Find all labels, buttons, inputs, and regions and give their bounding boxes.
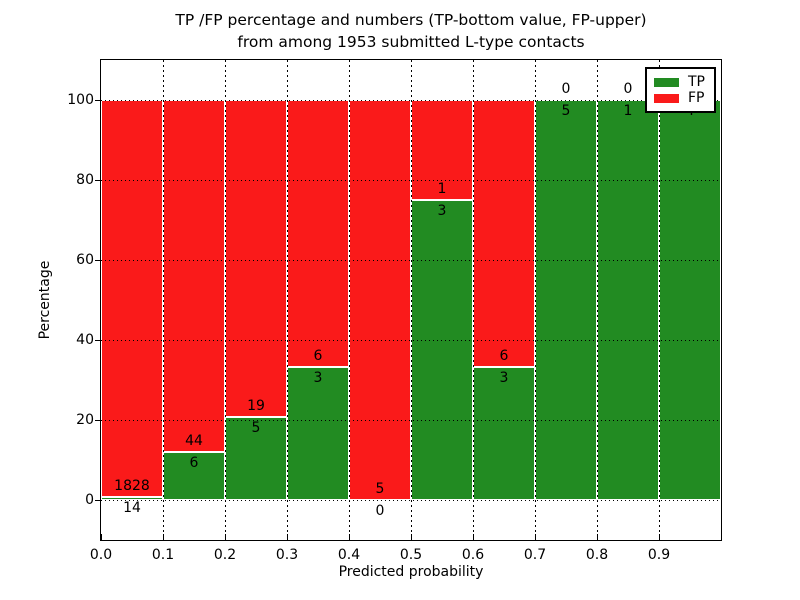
bar-tp-count-label: 3 [437,203,447,219]
legend-row-fp: FP [654,90,714,106]
y-tick [95,419,101,421]
legend-swatch-tp-icon [654,77,679,87]
x-tick [162,534,164,540]
x-tick-label: 0.2 [213,547,237,563]
y-tick-label: 80 [76,172,94,188]
v-gridline [286,60,288,540]
bar-tp-count-label: 6 [189,455,199,471]
legend-swatch-fp-icon [654,93,679,103]
x-tick-label: 0.3 [275,547,299,563]
x-tick-label: 0.0 [89,547,113,563]
bar-tp-count-label: 1 [623,103,633,119]
bar-fp-count-label: 19 [247,397,265,414]
x-tick [410,534,412,540]
y-tick [95,179,101,181]
chart-title-line1: TP /FP percentage and numbers (TP-bottom… [175,11,647,29]
bar-fp-count-label: 0 [623,81,633,97]
bar-fp-count-label: 0 [561,81,571,97]
x-tick [596,534,598,540]
v-gridline [162,60,164,540]
x-tick [472,534,474,540]
bar-tp-segment [535,100,597,500]
y-tick-label: 100 [67,92,94,108]
y-tick-label: 20 [76,412,94,428]
x-tick-label: 0.7 [523,547,547,563]
v-gridline [348,60,350,540]
x-tick-label: 0.5 [399,547,423,563]
bar-tp-count-label: 3 [499,369,509,386]
x-tick [658,534,660,540]
bar-tp-segment [411,200,473,500]
y-tick [95,339,101,341]
x-axis-title: Predicted probability [338,564,484,580]
bar-fp-segment [101,100,163,497]
plot-area [100,59,722,541]
x-tick [286,534,288,540]
v-gridline [410,60,412,540]
y-tick-label: 40 [76,332,94,348]
legend-label-tp: TP [688,74,705,90]
chart-title: TP /FP percentage and numbers (TP-bottom… [11,9,800,53]
bar-fp-count-label: 6 [499,347,509,364]
x-tick [100,534,102,540]
bar-tp-segment [225,416,287,500]
bar-fp-segment [287,100,349,367]
x-tick-label: 0.1 [151,547,175,563]
bar-tp-count-label: 5 [561,103,571,119]
y-tick [95,99,101,101]
bar-fp-count-label: 44 [185,433,203,449]
x-tick-label: 0.4 [337,547,361,563]
y-tick [95,499,101,501]
v-gridline [596,60,598,540]
x-tick-label: 0.8 [585,547,609,563]
bar-tp-segment [597,100,659,500]
bar-tp-segment [473,366,535,500]
v-gridline [472,60,474,540]
bar-tp-segment [287,366,349,500]
x-tick [224,534,226,540]
bar-tp-count-label: 0 [375,503,385,519]
v-gridline [534,60,536,540]
v-gridline [224,60,226,540]
bar-fp-segment [473,100,535,367]
bar-fp-segment [349,100,411,500]
bar-tp-count-label: 3 [313,369,323,386]
chart-title-line2: from among 1953 submitted L-type contact… [237,33,585,51]
y-tick-label: 60 [76,252,94,268]
legend: TP FP [645,67,716,113]
x-tick [534,534,536,540]
bar-tp-segment [659,100,721,500]
legend-label-fp: FP [688,90,705,106]
bar-fp-segment [225,100,287,417]
y-axis-title: Percentage [37,260,53,340]
bar-fp-count-label: 1828 [114,477,150,494]
bar-fp-count-label: 6 [313,347,323,364]
bar-fp-count-label: 1 [437,181,447,197]
bar-fp-count-label: 5 [375,481,385,497]
bar-fp-segment [163,100,225,452]
y-tick-label: 0 [85,492,94,508]
bar-tp-count-label: 5 [251,419,261,436]
x-tick-label: 0.6 [461,547,485,563]
v-gridline [658,60,660,540]
x-tick-label: 0.9 [647,547,671,563]
legend-row-tp: TP [654,74,714,90]
y-tick [95,259,101,261]
bar-fp-segment [411,100,473,200]
bar-tp-count-label: 14 [123,499,141,516]
x-tick [348,534,350,540]
